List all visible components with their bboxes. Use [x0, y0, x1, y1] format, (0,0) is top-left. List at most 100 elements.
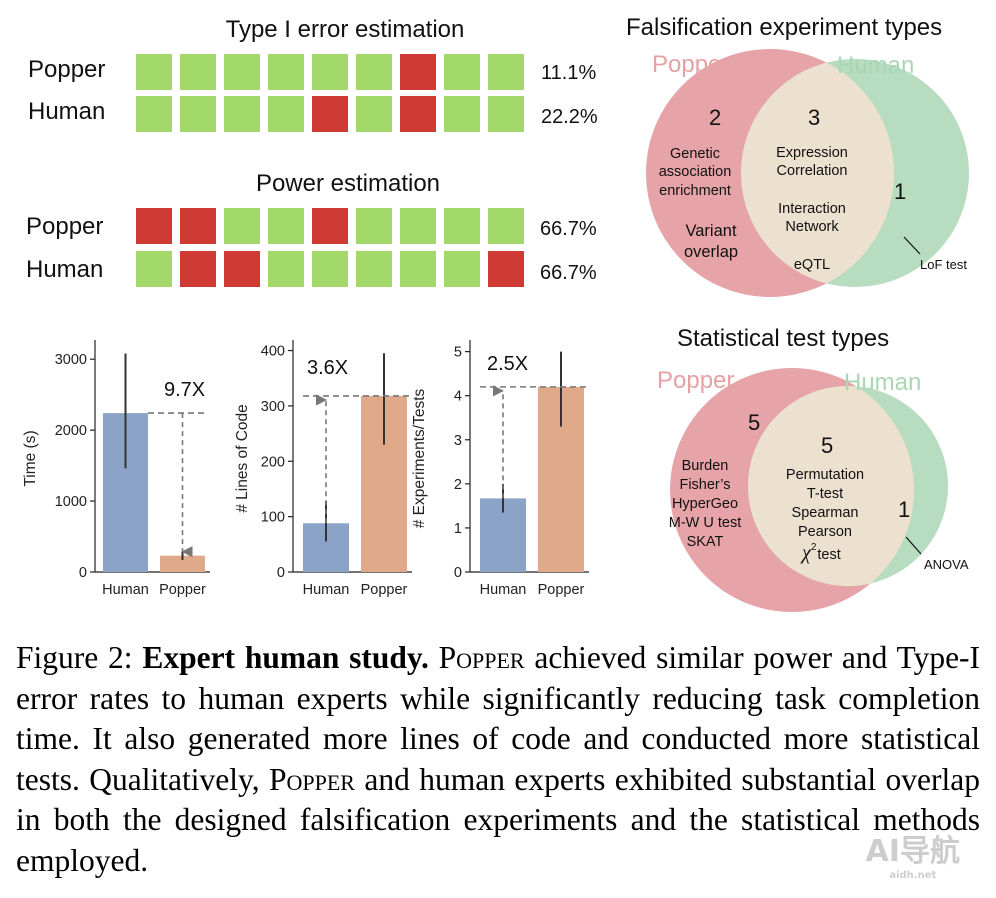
fail-cell [488, 251, 524, 287]
venn1-left-item: Genetic [670, 146, 720, 162]
venn2-right-item: ANOVA [924, 557, 969, 572]
caption-label: Figure 2: [16, 640, 133, 675]
venn1-diagram: Popper Human 2 3 1 Genetic association e… [646, 49, 969, 297]
pass-cell [488, 208, 524, 244]
venn2-left-item: SKAT [687, 534, 724, 550]
venn1-left-item: Variant [685, 222, 736, 240]
venn2-diagram: Popper Human 5 5 1 Burden Fisher’s Hyper… [657, 367, 969, 612]
pass-cell [268, 96, 304, 132]
x-tick-label: Human [102, 582, 149, 598]
y-tick-label: 2 [454, 477, 462, 493]
pass-cell [356, 96, 392, 132]
venn2-right-count: 1 [898, 497, 910, 522]
pass-cell [136, 251, 172, 287]
venn2-chi-test-label: test [817, 547, 840, 563]
y-tick-label: 1000 [55, 494, 87, 510]
y-tick-label: 0 [277, 565, 285, 581]
venn1-human-label: Human [837, 52, 914, 79]
venn2-mid-item: Pearson [798, 524, 852, 540]
venn1-left-item: overlap [684, 243, 738, 261]
venn2-chi-square: χ2test [800, 542, 841, 564]
venn1-mid-item: Correlation [777, 163, 848, 179]
x-tick-label: Popper [538, 582, 585, 598]
venn1-left-item: enrichment [659, 183, 731, 199]
venn1-mid-item: Interaction [778, 201, 846, 217]
x-tick-label: Popper [159, 582, 206, 598]
venn2-left-item: HyperGeo [672, 496, 738, 512]
y-tick-label: 4 [454, 389, 462, 405]
caption-bold: Expert human study. [142, 640, 429, 675]
type1-value-human: 22.2% [541, 106, 598, 128]
pass-cell [312, 251, 348, 287]
y-tick-label: 300 [261, 399, 285, 415]
caption-popper-2: Popper [268, 761, 355, 797]
venn1-mid-item: eQTL [794, 257, 830, 273]
pass-cell [224, 54, 260, 90]
x-tick-label: Human [303, 582, 350, 598]
y-tick-label: 400 [261, 344, 285, 360]
venn2-title: Statistical test types [677, 325, 890, 352]
y-tick-label: 0 [79, 565, 87, 581]
venn2-left-item: Fisher’s [679, 477, 730, 493]
pass-cell [268, 208, 304, 244]
power-value-popper: 66.7% [540, 218, 597, 240]
caption-part2: and human experts exhibited substantial … [16, 761, 980, 878]
bar-popper [160, 555, 205, 572]
pass-cell [356, 251, 392, 287]
y-tick-label: 0 [454, 565, 462, 581]
y-tick-label: 5 [454, 345, 462, 361]
pass-cell [444, 54, 480, 90]
ratio-annotation: 2.5X [487, 353, 528, 375]
pass-cell [400, 208, 436, 244]
x-tick-label: Human [480, 582, 527, 598]
type1-value-popper: 11.1% [541, 62, 597, 84]
figure-caption: Figure 2: Expert human study. Popper ach… [16, 638, 980, 881]
venn2-human-label: Human [844, 369, 921, 396]
pass-cell [444, 208, 480, 244]
caption-popper: Popper [438, 640, 525, 675]
venn2-left-item: Burden [682, 458, 729, 474]
venn1-popper-label: Popper [652, 51, 729, 78]
venn2-chi-exponent: 2 [811, 542, 817, 553]
y-tick-label: 1 [454, 521, 462, 537]
venn1-title: Falsification experiment types [626, 14, 943, 41]
pass-cell [180, 96, 216, 132]
fail-cell [224, 251, 260, 287]
caption-part1: achieved similar power and Type-I error … [16, 640, 981, 797]
venn2-mid-item: T-test [807, 486, 843, 502]
fail-cell [180, 208, 216, 244]
power-value-human: 66.7% [540, 262, 597, 284]
pass-cell [356, 54, 392, 90]
pass-cell [488, 96, 524, 132]
fail-cell [312, 208, 348, 244]
fail-cell [400, 96, 436, 132]
y-axis-label: Time (s) [22, 430, 39, 486]
power-title: Power estimation [255, 170, 441, 197]
x-tick-label: Popper [361, 582, 408, 598]
type1-row-label-popper: Popper [28, 56, 106, 83]
pass-cell [400, 251, 436, 287]
watermark-sub: aidh.net [889, 870, 937, 881]
watermark-text: AI导航 [865, 834, 960, 869]
pass-cell [488, 54, 524, 90]
type1-row-popper [136, 54, 524, 90]
fail-cell [400, 54, 436, 90]
venn1-overlap [741, 59, 894, 287]
type1-row-human [136, 96, 524, 132]
pass-cell [224, 96, 260, 132]
y-tick-label: 200 [261, 454, 285, 470]
power-row-popper [136, 208, 524, 244]
y-tick-label: 3 [454, 433, 462, 449]
venn1-mid-item: Network [785, 219, 839, 235]
y-axis-label: # Lines of Code [234, 404, 251, 513]
venn1-left-item: association [659, 164, 732, 180]
venn1-mid-count: 3 [808, 105, 820, 130]
ratio-annotation: 3.6X [307, 357, 348, 379]
venn2-left-item: M-W U test [669, 515, 742, 531]
venn1-leader-line [903, 236, 921, 255]
venn2-mid-item: Permutation [786, 467, 864, 483]
power-row-label-human: Human [26, 256, 104, 283]
venn2-chi-symbol: χ [800, 542, 812, 564]
venn2-popper-label: Popper [657, 367, 734, 394]
